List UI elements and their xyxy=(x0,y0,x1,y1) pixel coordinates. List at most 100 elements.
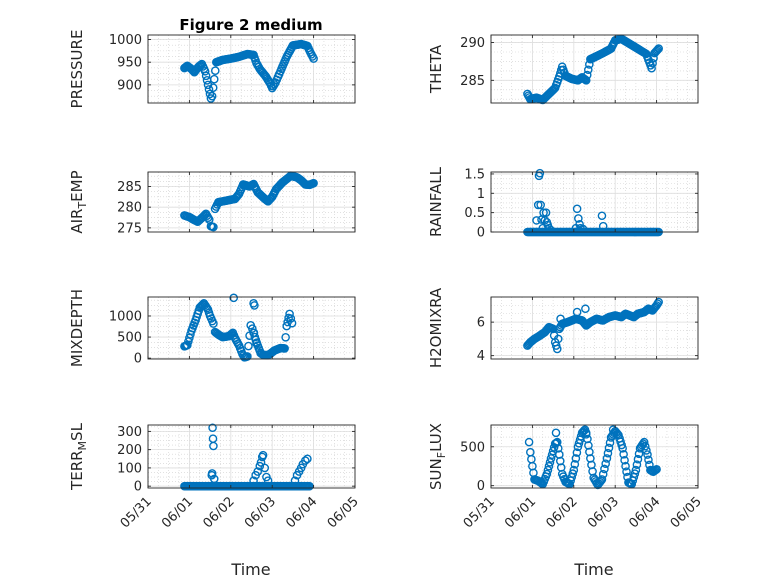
data-point xyxy=(255,461,265,471)
y-tick-label: 0.5 xyxy=(464,206,485,221)
y-axis-label: RAINFALL xyxy=(427,166,445,237)
data-point xyxy=(539,208,548,217)
x-axis-title-left: Time xyxy=(230,560,270,579)
data-point xyxy=(552,344,562,354)
figure-title: Figure 2 medium xyxy=(179,16,322,34)
data-point xyxy=(630,469,640,478)
data-point xyxy=(582,70,592,80)
data-point xyxy=(618,444,627,453)
data-point xyxy=(208,423,217,433)
data-point xyxy=(551,428,561,438)
data-point xyxy=(583,65,593,75)
data-point xyxy=(252,339,261,348)
data-point xyxy=(543,465,553,475)
data-point xyxy=(536,200,545,210)
y-tick-label: 200 xyxy=(117,443,142,458)
data-point xyxy=(602,454,612,463)
y-tick-label: 290 xyxy=(460,36,485,51)
data-point xyxy=(598,221,608,231)
data-point xyxy=(250,301,259,310)
data-point xyxy=(541,208,551,217)
data-point xyxy=(633,454,643,464)
data-point xyxy=(209,474,219,484)
data-point xyxy=(532,216,541,225)
y-tick-label: 0 xyxy=(477,226,485,241)
y-tick-label: 280 xyxy=(117,201,142,216)
y-tick-label: 1 xyxy=(477,187,485,202)
data-point xyxy=(568,469,578,478)
data-point xyxy=(631,465,641,475)
y-tick-label: 0 xyxy=(477,479,485,494)
y-tick-label: 300 xyxy=(117,425,142,440)
data-point xyxy=(533,200,543,210)
data-point xyxy=(263,476,273,486)
data-point xyxy=(207,469,217,478)
data-point xyxy=(204,85,214,94)
data-point xyxy=(572,307,582,317)
y-tick-label: 4 xyxy=(477,349,485,364)
y-tick-label: 275 xyxy=(117,221,142,236)
data-point xyxy=(572,448,582,457)
data-point xyxy=(258,450,268,460)
y-axis-label: MIXDEPTH xyxy=(68,289,86,367)
subplot-mixdepth: 0 500 1000 MIXDEPTH xyxy=(68,289,356,367)
data-point xyxy=(572,204,582,214)
subplot-theta: 285 290 THETA xyxy=(427,34,699,105)
data-point xyxy=(652,465,661,474)
y-tick-label: 100 xyxy=(117,461,142,476)
data-point xyxy=(597,211,607,221)
y-tick-label: 900 xyxy=(117,78,142,93)
data-point xyxy=(553,334,563,344)
y-tick-label: 0 xyxy=(134,352,142,367)
data-point xyxy=(305,481,314,491)
data-point xyxy=(643,450,652,459)
data-point xyxy=(207,91,217,101)
y-tick-label: 0 xyxy=(134,480,142,495)
axes-box xyxy=(490,424,699,489)
data-point xyxy=(570,459,580,469)
data-point xyxy=(571,454,581,463)
data-point xyxy=(249,476,258,486)
data-point xyxy=(639,437,649,447)
y-axis-label: TERRMSL xyxy=(68,422,89,491)
data-point xyxy=(287,318,297,328)
y-axis-label: H2OMIXRA xyxy=(427,287,445,368)
data-point xyxy=(202,303,212,313)
data-point xyxy=(290,476,300,486)
axes-box xyxy=(490,34,699,104)
y-tick-label: 285 xyxy=(460,74,485,89)
subplot-h2omixra: 4 6 H2OMIXRA xyxy=(427,287,699,368)
data-point xyxy=(260,463,270,473)
y-tick-label: 6 xyxy=(477,316,485,331)
data-point xyxy=(647,63,656,73)
data-point xyxy=(603,448,613,458)
data-point xyxy=(553,444,563,453)
data-point xyxy=(209,319,218,328)
data-point xyxy=(281,332,290,342)
data-point xyxy=(640,441,650,451)
data-point xyxy=(309,178,318,188)
data-point xyxy=(546,454,556,463)
data-point xyxy=(244,341,253,351)
subplot-rainfall: 0 0.5 1 1.5 RAINFALL xyxy=(427,166,699,241)
y-tick-label: 1000 xyxy=(109,33,142,48)
data-point xyxy=(578,224,588,234)
data-point xyxy=(604,443,614,453)
data-point xyxy=(597,475,607,484)
data-point xyxy=(210,66,220,75)
data-point xyxy=(581,304,590,314)
data-point xyxy=(542,469,552,479)
data-point xyxy=(535,168,545,178)
data-point xyxy=(654,297,663,307)
data-point xyxy=(569,465,579,475)
data-point xyxy=(574,214,583,223)
data-point xyxy=(200,66,210,76)
data-point xyxy=(581,428,591,438)
y-tick-label: 500 xyxy=(460,440,485,455)
data-point xyxy=(545,458,555,467)
data-point xyxy=(653,45,662,55)
subplot-air-temp: 275 280 285 AIRTEMP xyxy=(68,170,356,236)
axes-box xyxy=(147,424,356,489)
data-point xyxy=(243,352,252,361)
